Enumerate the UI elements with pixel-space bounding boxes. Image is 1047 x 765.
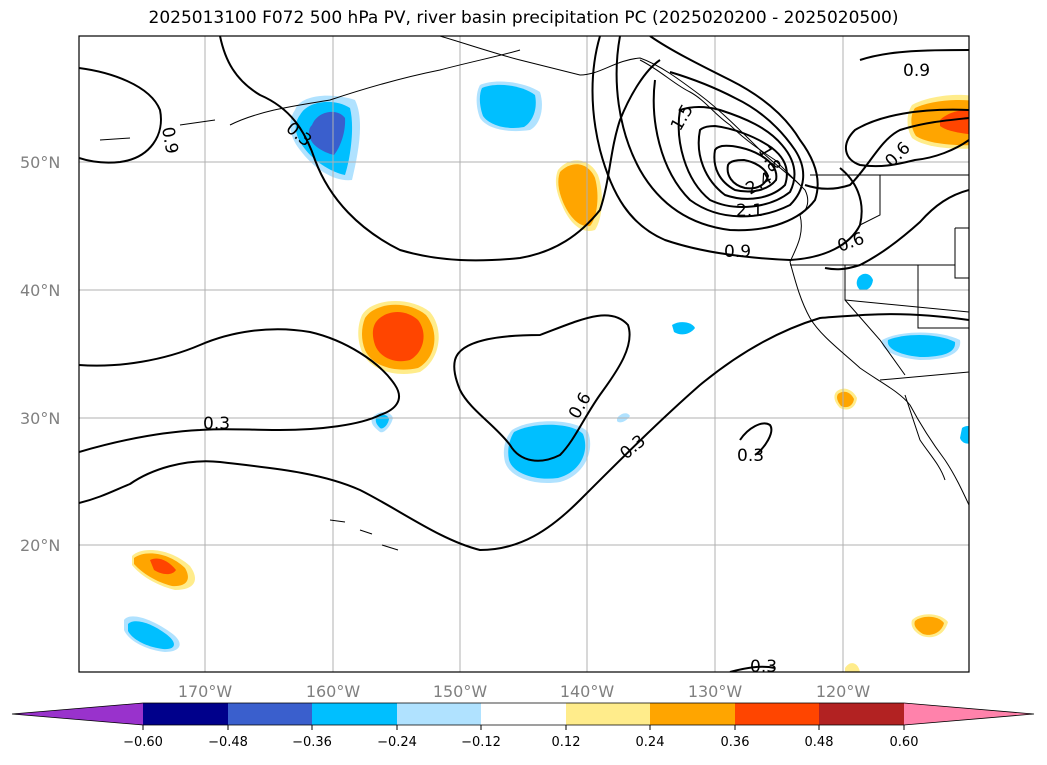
colorbar-extend-max (904, 703, 1034, 725)
colorbar-tick-label: −0.60 (123, 735, 163, 750)
contour-label: 0.9 (724, 242, 751, 262)
colorbar-tick-label: −0.48 (208, 735, 248, 750)
contour-label: 0.3 (737, 446, 764, 466)
colorbar-segment (735, 703, 819, 725)
plot-area (79, 36, 969, 672)
lon-label: 170°W (178, 682, 233, 701)
colorbar-tick-label: −0.36 (292, 735, 332, 750)
lat-label: 20°N (20, 536, 60, 555)
precip-shading (124, 81, 969, 672)
lon-label: 150°W (433, 682, 488, 701)
colorbar: −0.60 −0.48 −0.36 −0.24 −0.12 0.12 0.24 … (11, 702, 1035, 750)
plot-frame (78, 35, 970, 673)
map-title: 2025013100 F072 500 hPa PV, river basin … (148, 8, 899, 28)
contour-label: 0.3 (750, 657, 777, 677)
lon-label: 140°W (560, 682, 615, 701)
lat-label: 50°N (20, 153, 60, 172)
contour-label: 2.1 (736, 201, 763, 221)
lat-label: 40°N (20, 281, 60, 300)
lon-label: 130°W (688, 682, 743, 701)
colorbar-tick-label: −0.24 (377, 735, 417, 750)
colorbar-segment (566, 703, 650, 725)
colorbar-segment (228, 703, 312, 725)
colorbar-tick-label: 0.36 (721, 735, 750, 750)
colorbar-segment (481, 703, 566, 725)
contour-label: 0.3 (203, 414, 230, 434)
colorbar-segment (650, 703, 735, 725)
lat-label: 30°N (20, 409, 60, 428)
coastline-icon (99, 36, 969, 551)
colorbar-tick-label: 0.48 (805, 735, 834, 750)
colorbar-segment (819, 703, 904, 725)
latitude-labels: 50°N 40°N 30°N 20°N (20, 153, 60, 555)
pv-contours (79, 36, 969, 672)
contour-label: 0.9 (157, 125, 181, 155)
lon-label: 120°W (816, 682, 871, 701)
longitude-labels: 170°W 160°W 150°W 140°W 130°W 120°W (178, 682, 871, 701)
colorbar-tick-label: 0.24 (636, 735, 665, 750)
colorbar-tick-label: 0.12 (552, 735, 581, 750)
colorbar-tick-label: 0.60 (890, 735, 919, 750)
contour-label: 0.9 (903, 61, 930, 81)
colorbar-segment (397, 703, 481, 725)
colorbar-tick-label: −0.12 (461, 735, 501, 750)
graticule (79, 36, 969, 672)
colorbar-segment (312, 703, 397, 725)
colorbar-extend-min (12, 703, 143, 725)
lon-label: 160°W (306, 682, 361, 701)
colorbar-segment (143, 703, 228, 725)
